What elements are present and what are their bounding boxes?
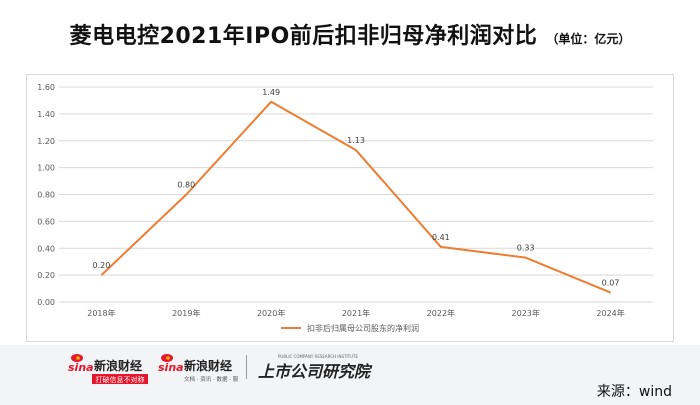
x-tick-label: 2018年	[87, 308, 115, 318]
x-tick-label: 2020年	[257, 308, 285, 318]
research-institute-logo: PUBLIC COMPANY RESEARCH INSTITUTE 上市公司研究…	[258, 354, 373, 381]
data-label: 0.41	[432, 233, 450, 242]
sina-finance-logo-2: sina 新浪财经 文档 · 资讯 · 数据 · 服务	[158, 354, 238, 383]
x-tick-label: 2023年	[512, 308, 540, 318]
y-tick-label: 0.80	[37, 191, 55, 200]
source-note: 来源：wind	[596, 384, 672, 400]
y-tick-label: 0.00	[37, 298, 55, 307]
y-tick-label: 1.60	[37, 83, 55, 92]
data-label: 0.07	[602, 279, 620, 288]
sina-slogan-text: 打破信息不对称	[96, 375, 145, 384]
y-tick-label: 0.40	[37, 244, 55, 253]
y-tick-label: 1.20	[37, 137, 55, 146]
data-label: 0.20	[93, 261, 111, 270]
data-label: 0.33	[517, 244, 535, 253]
research-institute-text: 上市公司研究院	[258, 362, 373, 381]
x-tick-label: 2024年	[596, 308, 624, 318]
sina-finance-logo: sina 新浪财经 打破信息不对称	[68, 354, 148, 384]
legend-label: 扣非后归属母公司股东的净利润	[307, 323, 419, 333]
research-institute-en: PUBLIC COMPANY RESEARCH INSTITUTE	[278, 354, 358, 359]
data-label: 0.80	[177, 181, 195, 190]
logo-divider	[246, 355, 247, 379]
x-tick-label: 2022年	[427, 308, 455, 318]
data-label: 1.13	[347, 136, 365, 145]
sina-tagline-text: 文档 · 资讯 · 数据 · 服务	[184, 375, 238, 383]
chart-title-row: 菱电电控2021年IPO前后扣非归母净利润对比 （单位：亿元）	[0, 18, 700, 50]
y-tick-label: 0.20	[37, 271, 55, 280]
x-tick-label: 2021年	[342, 308, 370, 318]
sina-finance-text: 新浪财经	[94, 358, 142, 373]
line-chart: 0.00 0.20 0.40 0.60 0.80 1.00 1.20 1.40 1.60 2018…	[37, 83, 653, 333]
y-tick-label: 1.00	[37, 164, 55, 173]
data-label: 1.49	[262, 88, 280, 97]
chart-unit: （单位：亿元）	[546, 32, 631, 46]
x-tick-label: 2019年	[172, 308, 200, 318]
series-line	[100, 100, 611, 294]
chart-title: 菱电电控2021年IPO前后扣非归母净利润对比	[69, 24, 538, 49]
sina-brand-text: sina	[68, 361, 94, 374]
sina-finance-text-2: 新浪财经	[184, 358, 232, 373]
sina-brand-text: sina	[158, 361, 184, 374]
y-tick-label: 0.60	[37, 217, 55, 226]
chart-area: 0.00 0.20 0.40 0.60 0.80 1.00 1.20 1.40 1.60 2018…	[26, 74, 674, 342]
y-tick-label: 1.40	[37, 110, 55, 119]
